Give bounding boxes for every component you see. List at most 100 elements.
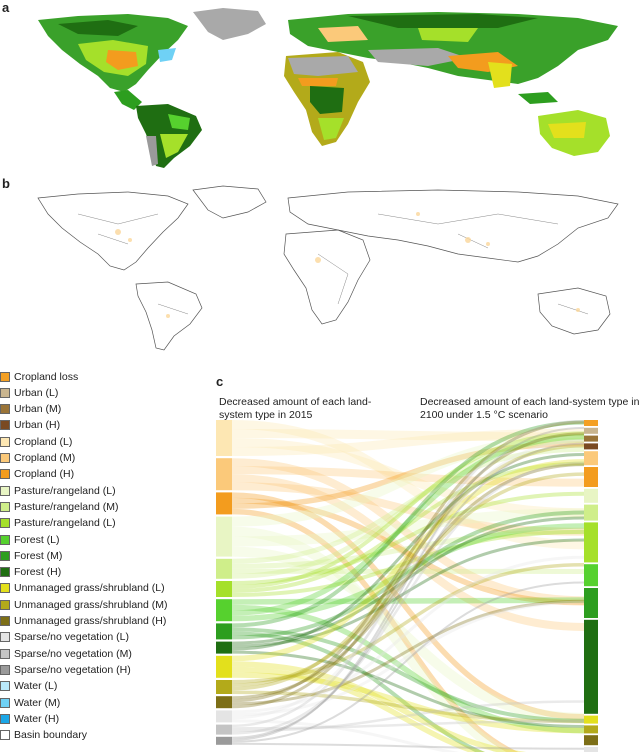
- legend-item: Water (H): [0, 712, 59, 725]
- land-system-sankey: [216, 420, 598, 752]
- sankey-flow: [231, 444, 585, 691]
- sankey-flow: [231, 555, 585, 714]
- legend-swatch: [0, 550, 10, 561]
- legend-item: Sparse/no vegetation (H): [0, 663, 131, 676]
- legend-label: Sparse/no vegetation (M): [14, 647, 132, 660]
- sankey-right-node: [584, 443, 598, 450]
- sankey-right-node: [584, 522, 598, 563]
- legend-label: Water (L): [14, 680, 58, 693]
- sankey-right-node: [584, 619, 598, 714]
- sankey-right-node: [584, 747, 598, 752]
- eurasia-landmass: [288, 12, 618, 88]
- sankey-flow: [231, 428, 585, 456]
- sankey-flow: [231, 742, 585, 750]
- sankey-flow: [231, 446, 585, 564]
- legend-label: Unmanaged grass/shrubland (H): [14, 615, 167, 627]
- greenland-outline: [192, 185, 267, 219]
- legend-item: Urban (H): [0, 419, 60, 432]
- legend-item: Cropland (H): [0, 468, 74, 481]
- sankey-flow: [231, 431, 585, 589]
- sankey-flow: [231, 529, 585, 597]
- sankey-flow: [231, 434, 585, 616]
- legend-swatch: [0, 436, 10, 447]
- legend-label: Urban (L): [14, 386, 59, 399]
- sankey-right-node: [584, 725, 598, 734]
- sankey-flow: [231, 562, 585, 684]
- sankey-left-node: [216, 641, 232, 654]
- sankey-flow: [231, 604, 585, 734]
- legend-item: Water (M): [0, 696, 60, 709]
- sankey-left-node: [216, 696, 232, 709]
- sankey-flow: [231, 599, 585, 706]
- sankey-flow: [231, 420, 585, 550]
- legend-swatch: [0, 681, 10, 692]
- sankey-right-node: [584, 488, 598, 503]
- legend-label: Cropland (H): [14, 468, 75, 481]
- legend-label: Forest (H): [14, 566, 62, 579]
- sankey-right-title: Decreased amount of each land-system typ…: [420, 396, 640, 421]
- legend-swatch: [0, 387, 10, 398]
- legend-swatch: [0, 501, 10, 512]
- sankey-flow: [231, 474, 585, 631]
- sankey-flow: [231, 719, 460, 752]
- legend-swatch: [0, 664, 10, 675]
- sankey-flow: [231, 508, 520, 752]
- sankey-flows: [231, 420, 585, 752]
- sankey-flow: [231, 529, 585, 569]
- south-america-outline: [135, 281, 203, 351]
- legend-swatch: [0, 534, 10, 545]
- sankey-left-node: [216, 420, 232, 456]
- sankey-flow: [231, 508, 585, 547]
- land-system-world-map: [38, 8, 618, 168]
- legend-label: Unmanaged grass/shrubland (L): [14, 582, 165, 595]
- legend-item: Basin boundary: [0, 729, 87, 742]
- sankey-flow: [231, 510, 585, 640]
- sankey-left-node: [216, 558, 232, 579]
- legend-swatch: [0, 616, 10, 626]
- sankey-flow: [231, 600, 585, 717]
- sankey-flow: [231, 491, 585, 585]
- sankey-flow: [231, 538, 585, 648]
- sankey-flow: [231, 459, 585, 662]
- sankey-flow: [231, 546, 585, 723]
- sankey-flow: [231, 661, 527, 752]
- legend-swatch: [0, 404, 10, 415]
- legend-item: Urban (L): [0, 386, 58, 399]
- africa-outline: [283, 229, 371, 325]
- legend-label: Urban (H): [14, 419, 61, 432]
- legend-label: Forest (L): [14, 533, 60, 546]
- legend-label: Forest (M): [14, 549, 63, 562]
- legend-item: Sparse/no vegetation (M): [0, 647, 132, 660]
- legend-swatch: [0, 469, 10, 480]
- eurasia-outline: [287, 189, 619, 263]
- legend-swatch: [0, 730, 10, 741]
- sankey-left-node: [216, 655, 232, 678]
- legend-swatch: [0, 518, 10, 529]
- australia-outline: [537, 287, 611, 335]
- sankey-flow: [231, 438, 585, 518]
- sankey-left-node: [216, 458, 232, 491]
- sankey-left-node: [216, 680, 232, 694]
- sankey-right-node: [584, 715, 598, 724]
- sankey-flow: [231, 497, 585, 606]
- sankey-flow: [231, 440, 585, 509]
- sankey-right-node: [584, 588, 598, 618]
- sankey-flow: [231, 516, 585, 645]
- legend-item: Unmanaged grass/shrubland (L): [0, 582, 165, 595]
- legend-swatch: [0, 713, 10, 724]
- sankey-flow: [231, 526, 516, 752]
- legend-label: Water (H): [14, 712, 60, 725]
- sankey-left-node: [216, 516, 232, 557]
- sankey-flow: [231, 700, 585, 733]
- sankey-flow: [231, 672, 585, 734]
- sankey-flow: [231, 690, 585, 724]
- sankey-flow: [231, 432, 585, 709]
- legend-item: Sparse/no vegetation (L): [0, 631, 129, 644]
- panel-label-c: c: [216, 374, 224, 389]
- sankey-flow: [231, 420, 585, 703]
- sankey-flow: [231, 482, 585, 536]
- sankey-flow: [231, 631, 486, 752]
- sankey-flow: [231, 463, 585, 700]
- sankey-flow: [231, 719, 585, 730]
- sankey-flow: [231, 442, 585, 739]
